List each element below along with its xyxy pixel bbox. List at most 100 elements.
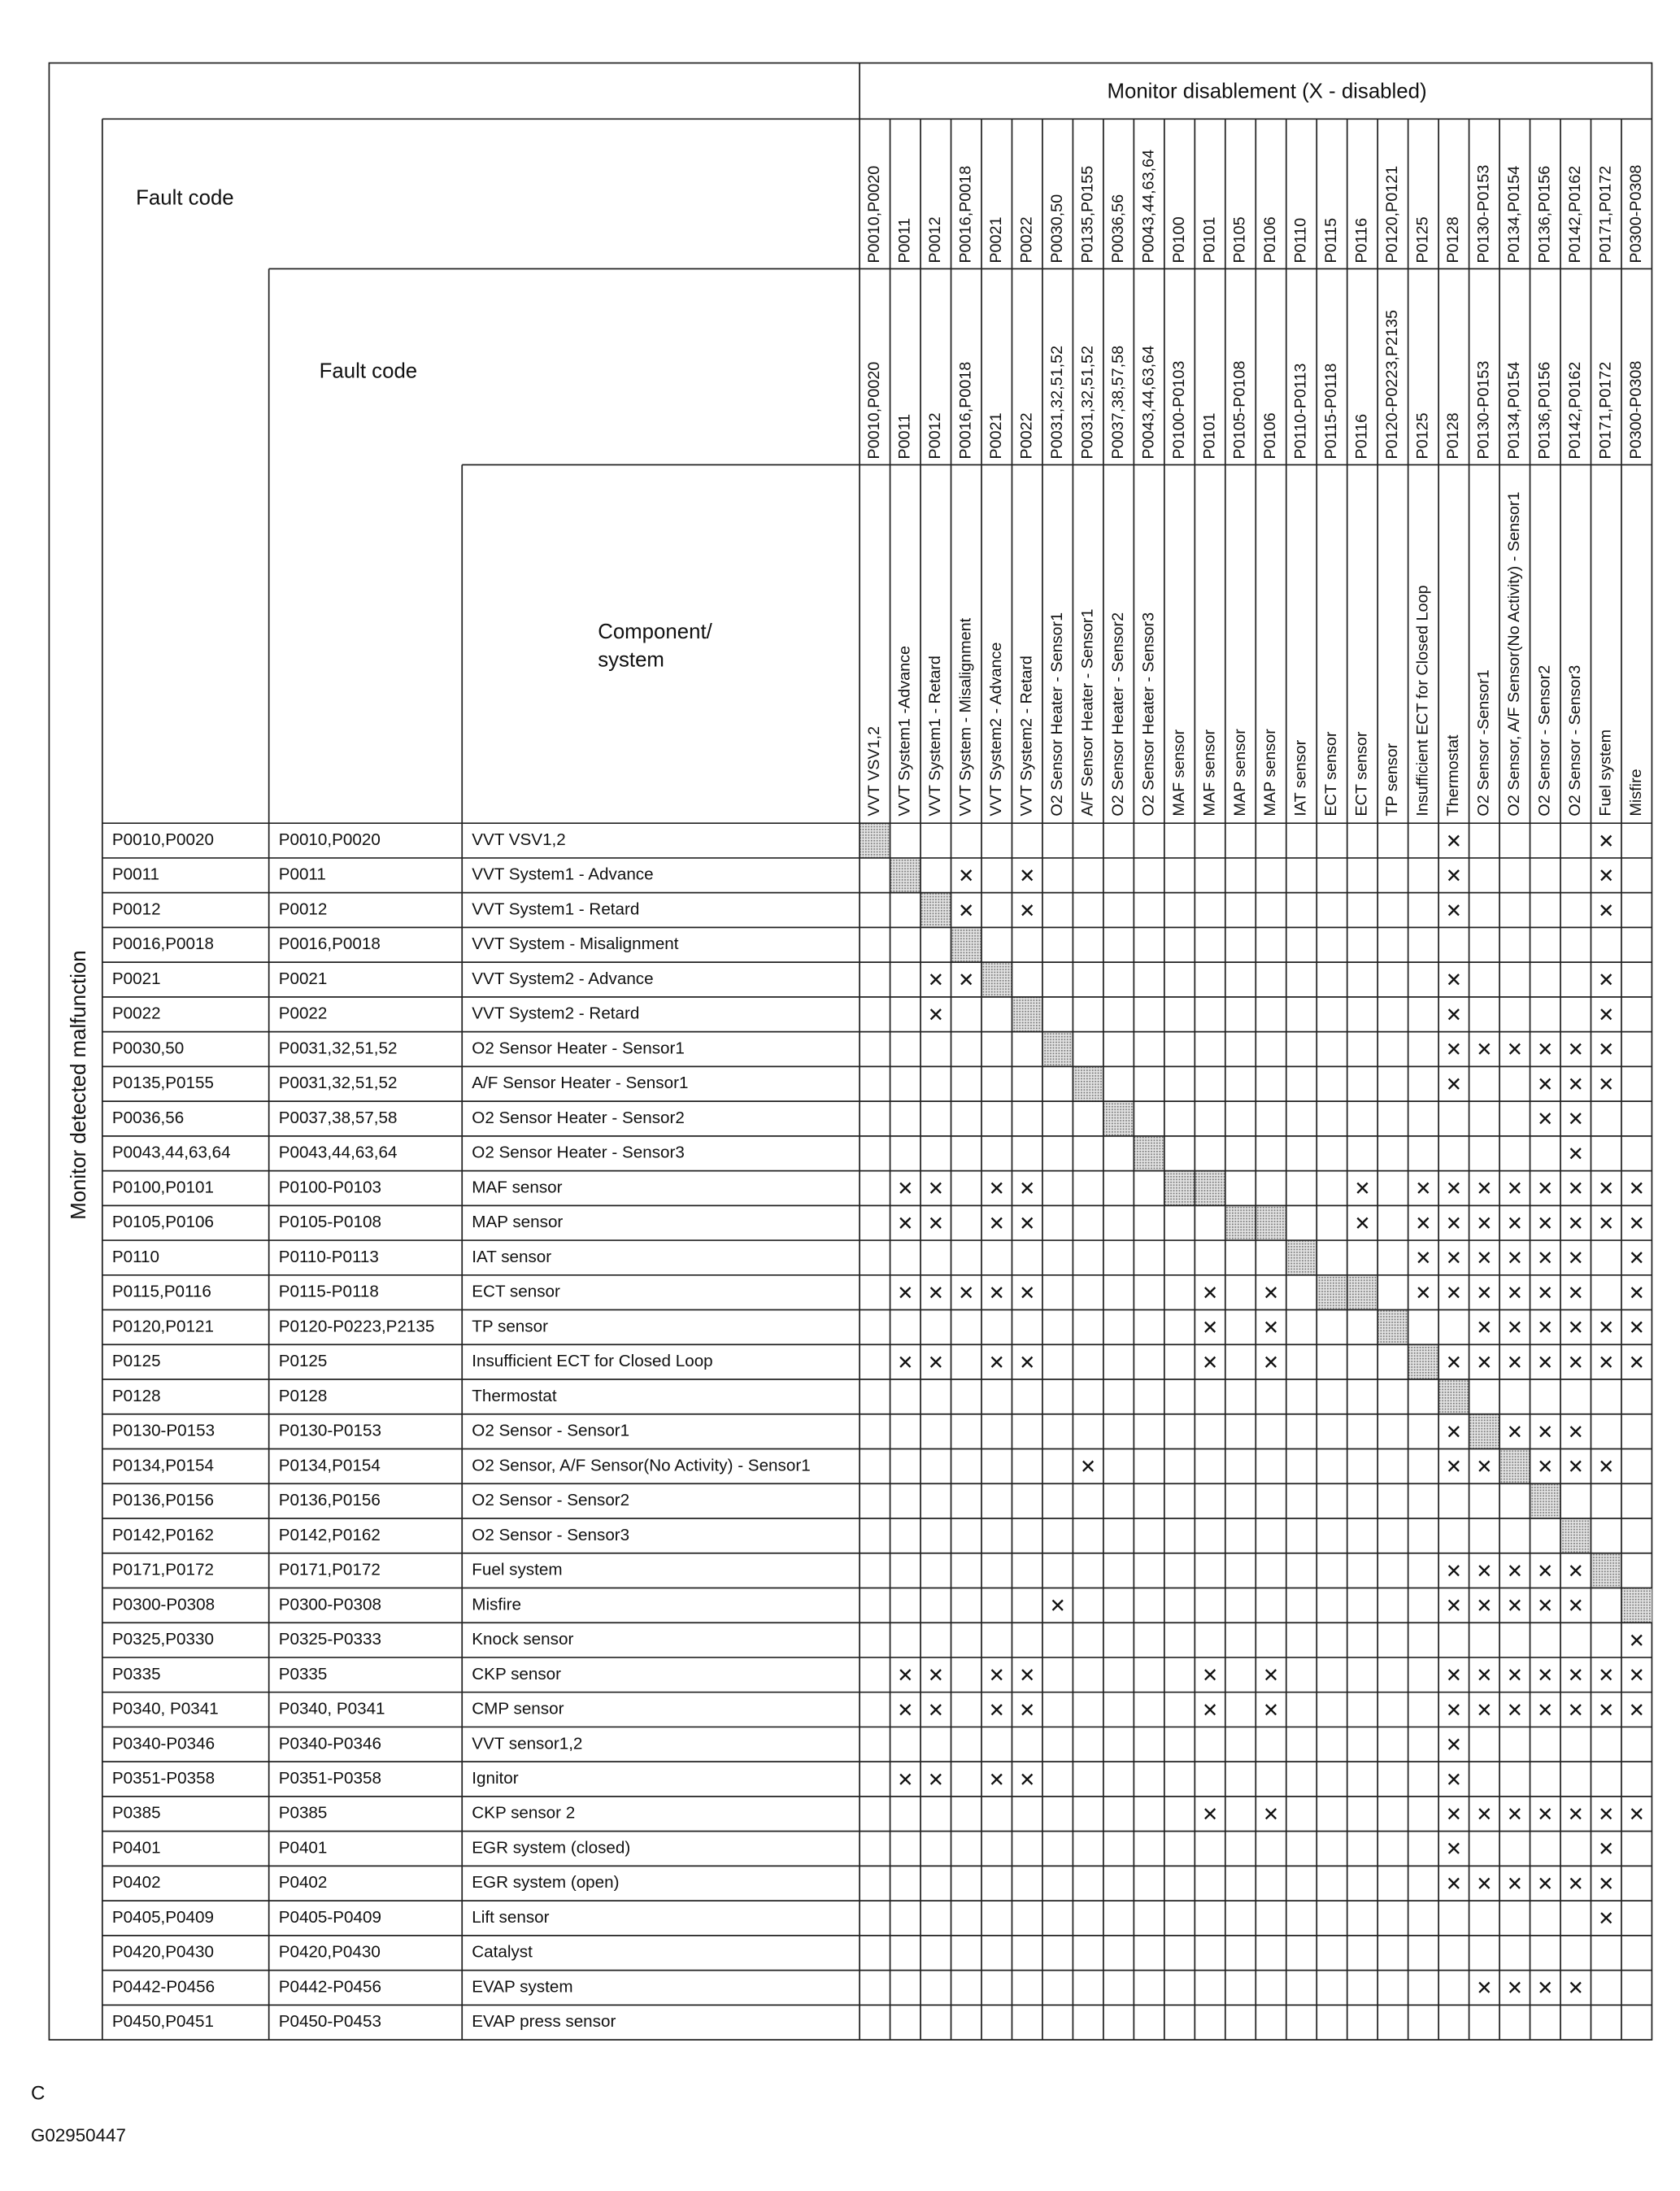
component-header: system	[598, 648, 664, 671]
disabled-mark: ✕	[1446, 1421, 1462, 1444]
column-fault-code: P0010,P0020	[865, 362, 883, 460]
row-fault-code: P0300-P0308	[279, 1595, 381, 1614]
column-fault-code: P0100-P0103	[1170, 361, 1188, 460]
self-cell	[1560, 1518, 1591, 1553]
row-monitor-code: P0142,P0162	[112, 1526, 214, 1544]
row-monitor-code: P0012	[112, 899, 161, 918]
disabled-mark: ✕	[1568, 1039, 1584, 1061]
row-fault-code: P0125	[279, 1352, 328, 1370]
column-fault-code: P0011	[896, 414, 914, 460]
column-component: Misfire	[1627, 769, 1645, 816]
column-component: A/F Sensor Heater - Sensor1	[1078, 609, 1096, 817]
column-fault-code: P0043,44,63,64	[1139, 346, 1157, 460]
column-monitor-code: P0142,P0162	[1566, 166, 1584, 264]
column-monitor-code: P0106	[1261, 216, 1279, 263]
disabled-mark: ✕	[1446, 1595, 1462, 1618]
row-monitor-code: P0351-P0358	[112, 1769, 215, 1788]
column-component: O2 Sensor Heater - Sensor3	[1139, 612, 1157, 817]
column-component: ECT sensor	[1322, 731, 1340, 816]
self-cell	[1073, 1066, 1103, 1102]
column-monitor-code: P0171,P0172	[1596, 166, 1614, 264]
column-fault-code: P0012	[926, 412, 944, 459]
disabled-mark: ✕	[1598, 830, 1614, 852]
column-monitor-code: P0130-P0153	[1475, 165, 1493, 264]
disabled-mark: ✕	[1507, 1803, 1523, 1826]
row-component: EGR system (closed)	[472, 1838, 630, 1857]
row-component: Knock sensor	[472, 1630, 573, 1649]
disabled-mark: ✕	[1415, 1212, 1431, 1235]
column-monitor-code: P0030,50	[1048, 194, 1066, 264]
disabled-mark: ✕	[1629, 1699, 1645, 1722]
row-component: EVAP system	[472, 1977, 572, 1996]
disabled-mark: ✕	[1446, 1872, 1462, 1895]
column-component: MAF sensor	[1170, 730, 1188, 817]
disabled-mark: ✕	[1446, 1699, 1462, 1722]
footer-letter: C	[31, 2083, 45, 2105]
disabled-mark: ✕	[1598, 1317, 1614, 1339]
column-component: Fuel system	[1596, 730, 1614, 817]
self-cell	[860, 823, 890, 858]
disabled-mark: ✕	[1598, 1178, 1614, 1200]
disabled-mark: ✕	[1263, 1317, 1279, 1339]
disabled-mark: ✕	[1446, 1004, 1462, 1026]
row-fault-code: P0325-P0333	[279, 1630, 381, 1649]
disabled-mark: ✕	[1629, 1212, 1645, 1235]
disabled-mark: ✕	[1446, 1734, 1462, 1757]
disabled-mark: ✕	[1446, 865, 1462, 887]
self-cell	[1164, 1170, 1195, 1206]
row-monitor-code: P0125	[112, 1352, 161, 1370]
disabled-mark: ✕	[1446, 1560, 1462, 1583]
column-fault-code: P0130-P0153	[1475, 361, 1493, 460]
row-monitor-code: P0105,P0106	[112, 1213, 214, 1231]
row-component: O2 Sensor, A/F Sensor(No Activity) - Sen…	[472, 1456, 810, 1474]
column-fault-code: P0031,32,51,52	[1048, 346, 1066, 460]
row-fault-code: P0100-P0103	[279, 1178, 381, 1196]
disabled-mark: ✕	[1019, 865, 1035, 887]
component-header: Component/	[598, 621, 712, 643]
disabled-mark: ✕	[1537, 1073, 1553, 1096]
disabled-mark: ✕	[1476, 1872, 1492, 1895]
self-cell	[1591, 1553, 1621, 1588]
disabled-mark: ✕	[928, 1351, 944, 1374]
disabled-mark: ✕	[928, 1768, 944, 1791]
disabled-mark: ✕	[1568, 1872, 1584, 1895]
column-fault-code: P0171,P0172	[1596, 362, 1614, 460]
column-monitor-code: P0011	[896, 218, 914, 264]
disabled-mark: ✕	[1415, 1282, 1431, 1305]
column-fault-code: P0101	[1200, 412, 1218, 459]
disabled-mark: ✕	[1446, 1212, 1462, 1235]
row-fault-code: P0130-P0153	[279, 1422, 381, 1440]
disabled-mark: ✕	[1446, 969, 1462, 991]
disabled-mark: ✕	[1537, 1560, 1553, 1583]
disabled-mark: ✕	[1446, 1803, 1462, 1826]
row-monitor-code: P0300-P0308	[112, 1595, 215, 1614]
disabled-mark: ✕	[1568, 1421, 1584, 1444]
row-monitor-code: P0016,P0018	[112, 934, 214, 953]
disabled-mark: ✕	[1629, 1317, 1645, 1339]
figure-id: G02950447	[31, 2125, 126, 2145]
self-cell	[1530, 1483, 1560, 1518]
disabled-mark: ✕	[1568, 1664, 1584, 1687]
column-fault-code: P0115-P0118	[1322, 364, 1340, 460]
row-monitor-code: P0120,P0121	[112, 1317, 214, 1335]
row-fault-code: P0405-P0409	[279, 1908, 381, 1927]
column-monitor-code: P0100	[1170, 216, 1188, 263]
row-monitor-code: P0405,P0409	[112, 1908, 214, 1927]
disabled-mark: ✕	[1050, 1595, 1066, 1618]
column-fault-code: P0125	[1414, 412, 1432, 459]
disabled-mark: ✕	[1476, 1803, 1492, 1826]
row-monitor-code: P0340, P0341	[112, 1700, 219, 1718]
row-component: IAT sensor	[472, 1248, 551, 1266]
disabled-mark: ✕	[1568, 1595, 1584, 1618]
disabled-mark: ✕	[1263, 1699, 1279, 1722]
row-fault-code: P0031,32,51,52	[279, 1074, 398, 1092]
disabled-mark: ✕	[1598, 1907, 1614, 1930]
row-fault-code: P0420,P0430	[279, 1943, 381, 1962]
disabled-mark: ✕	[1446, 1838, 1462, 1861]
disabled-mark: ✕	[1019, 1699, 1035, 1722]
disabled-mark: ✕	[1507, 1595, 1523, 1618]
row-monitor-code: P0340-P0346	[112, 1734, 215, 1753]
column-fault-code: P0116	[1353, 414, 1371, 460]
column-monitor-code: P0136,P0156	[1535, 166, 1553, 264]
